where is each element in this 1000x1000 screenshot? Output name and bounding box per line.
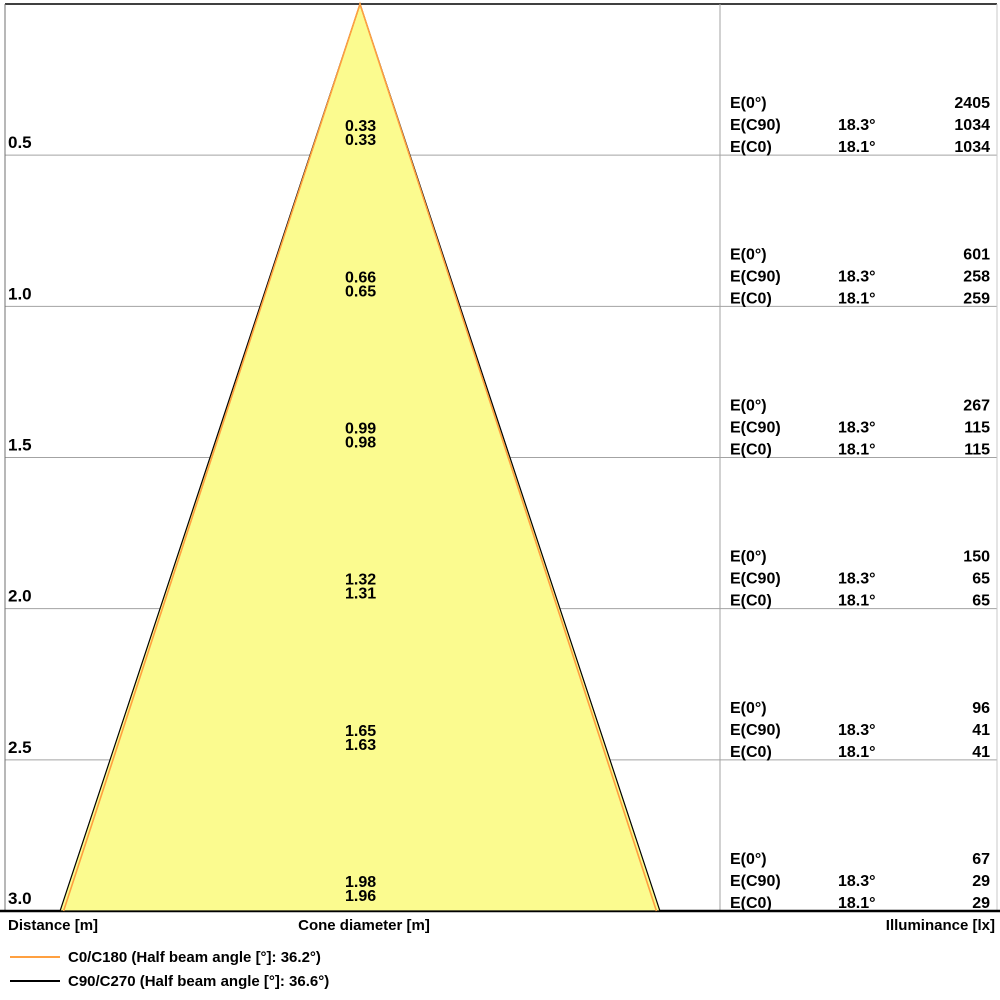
distance-label: 2.0 (8, 587, 32, 606)
ec90-label: E(C90) (730, 268, 781, 285)
ec0-angle: 18.1° (838, 895, 876, 912)
e0-value: 267 (963, 398, 990, 415)
ec0-label: E(C0) (730, 744, 772, 761)
cone-diameter-c90-value: 1.65 (345, 723, 376, 740)
e0-value: 150 (963, 549, 990, 566)
ec90-angle: 18.3° (838, 873, 876, 890)
ec0-angle: 18.1° (838, 139, 876, 156)
c90-c270-line-swatch (10, 980, 60, 982)
cone-diameter-c90-value: 0.99 (345, 421, 376, 438)
distance-label: 0.5 (8, 133, 32, 152)
ec90-value: 41 (972, 722, 990, 739)
e0-label: E(0°) (730, 398, 767, 415)
ec0-angle: 18.1° (838, 290, 876, 307)
ec0-value: 1034 (954, 139, 990, 156)
e0-value: 96 (972, 700, 990, 717)
ec90-value: 115 (964, 420, 990, 437)
e0-value: 2405 (954, 95, 990, 112)
distance-label: 1.5 (8, 436, 32, 455)
legend-label-c0: C0/C180 (Half beam angle [°]: 36.2°) (68, 948, 321, 966)
legend-row-c90: C90/C270 (Half beam angle [°]: 36.6°) (10, 969, 329, 993)
ec90-angle: 18.3° (838, 117, 876, 134)
cone-diameter-c0-value: 1.31 (345, 586, 376, 603)
ec0-value: 41 (972, 744, 990, 761)
ec0-angle: 18.1° (838, 442, 876, 459)
ec0-label: E(C0) (730, 290, 772, 307)
e0-label: E(0°) (730, 700, 767, 717)
ec0-label: E(C0) (730, 895, 772, 912)
e0-label: E(0°) (730, 246, 767, 263)
cone-diameter-c0-value: 0.65 (345, 283, 376, 300)
e0-value: 601 (963, 246, 990, 263)
cone-diameter-c90-value: 0.66 (345, 269, 376, 286)
ec90-label: E(C90) (730, 873, 781, 890)
ec90-value: 258 (963, 268, 990, 285)
cone-diameter-c0-value: 1.63 (345, 737, 376, 754)
cone-diameter-c0-value: 1.96 (345, 888, 376, 905)
ec0-value: 115 (964, 442, 990, 459)
distance-label: 3.0 (8, 889, 32, 908)
c0-c180-line-swatch (10, 956, 60, 958)
cone-diagram-canvas: 0.5 0.330.33 E(0°) 2405 18.3° E(C90) 1034 E(C0)… (0, 1, 1000, 913)
e0-label: E(0°) (730, 549, 767, 566)
ec0-value: 65 (972, 593, 990, 610)
illuminance-axis-label: Illuminance [lx] (885, 917, 995, 934)
distance-label: 2.5 (8, 738, 32, 757)
light-cone-c90-c270 (59, 2, 661, 912)
ec90-value: 1034 (954, 117, 990, 134)
e0-value: 67 (972, 851, 990, 868)
cone-diameter-c90-value: 0.33 (345, 118, 376, 135)
e0-label: E(0°) (730, 95, 767, 112)
ec90-value: 65 (972, 571, 990, 588)
ec90-angle: 18.3° (838, 722, 876, 739)
ec0-label: E(C0) (730, 593, 772, 610)
legend-row-c0: C0/C180 (Half beam angle [°]: 36.2°) (10, 945, 329, 969)
ec0-angle: 18.1° (838, 744, 876, 761)
e0-label: E(0°) (730, 851, 767, 868)
ec90-label: E(C90) (730, 571, 781, 588)
ec90-label: E(C90) (730, 117, 781, 134)
ec0-angle: 18.1° (838, 593, 876, 610)
ec0-value: 29 (972, 895, 990, 912)
ec90-label: E(C90) (730, 420, 781, 437)
distance-axis-label: Distance [m] (8, 917, 99, 934)
ec90-angle: 18.3° (838, 268, 876, 285)
cone-diameter-c90-value: 1.98 (345, 874, 376, 891)
cone-diameter-axis-label: Cone diameter [m] (298, 917, 430, 934)
legend-label-c90: C90/C270 (Half beam angle [°]: 36.6°) (68, 972, 330, 990)
ec0-value: 259 (963, 290, 990, 307)
cone-diameter-c0-value: 0.33 (345, 132, 376, 149)
light-cone-c0-c180-outline (62, 1, 658, 912)
distance-label: 1.0 (8, 284, 32, 303)
ec90-label: E(C90) (730, 722, 781, 739)
ec0-label: E(C0) (730, 442, 772, 459)
cone-diameter-c90-value: 1.32 (345, 572, 376, 589)
cone-diameter-c0-value: 0.98 (345, 435, 376, 452)
legend: C0/C180 (Half beam angle [°]: 36.2°) C90… (10, 945, 329, 993)
ec90-angle: 18.3° (838, 420, 876, 437)
ec90-value: 29 (972, 873, 990, 890)
ec90-angle: 18.3° (838, 571, 876, 588)
ec0-label: E(C0) (730, 139, 772, 156)
